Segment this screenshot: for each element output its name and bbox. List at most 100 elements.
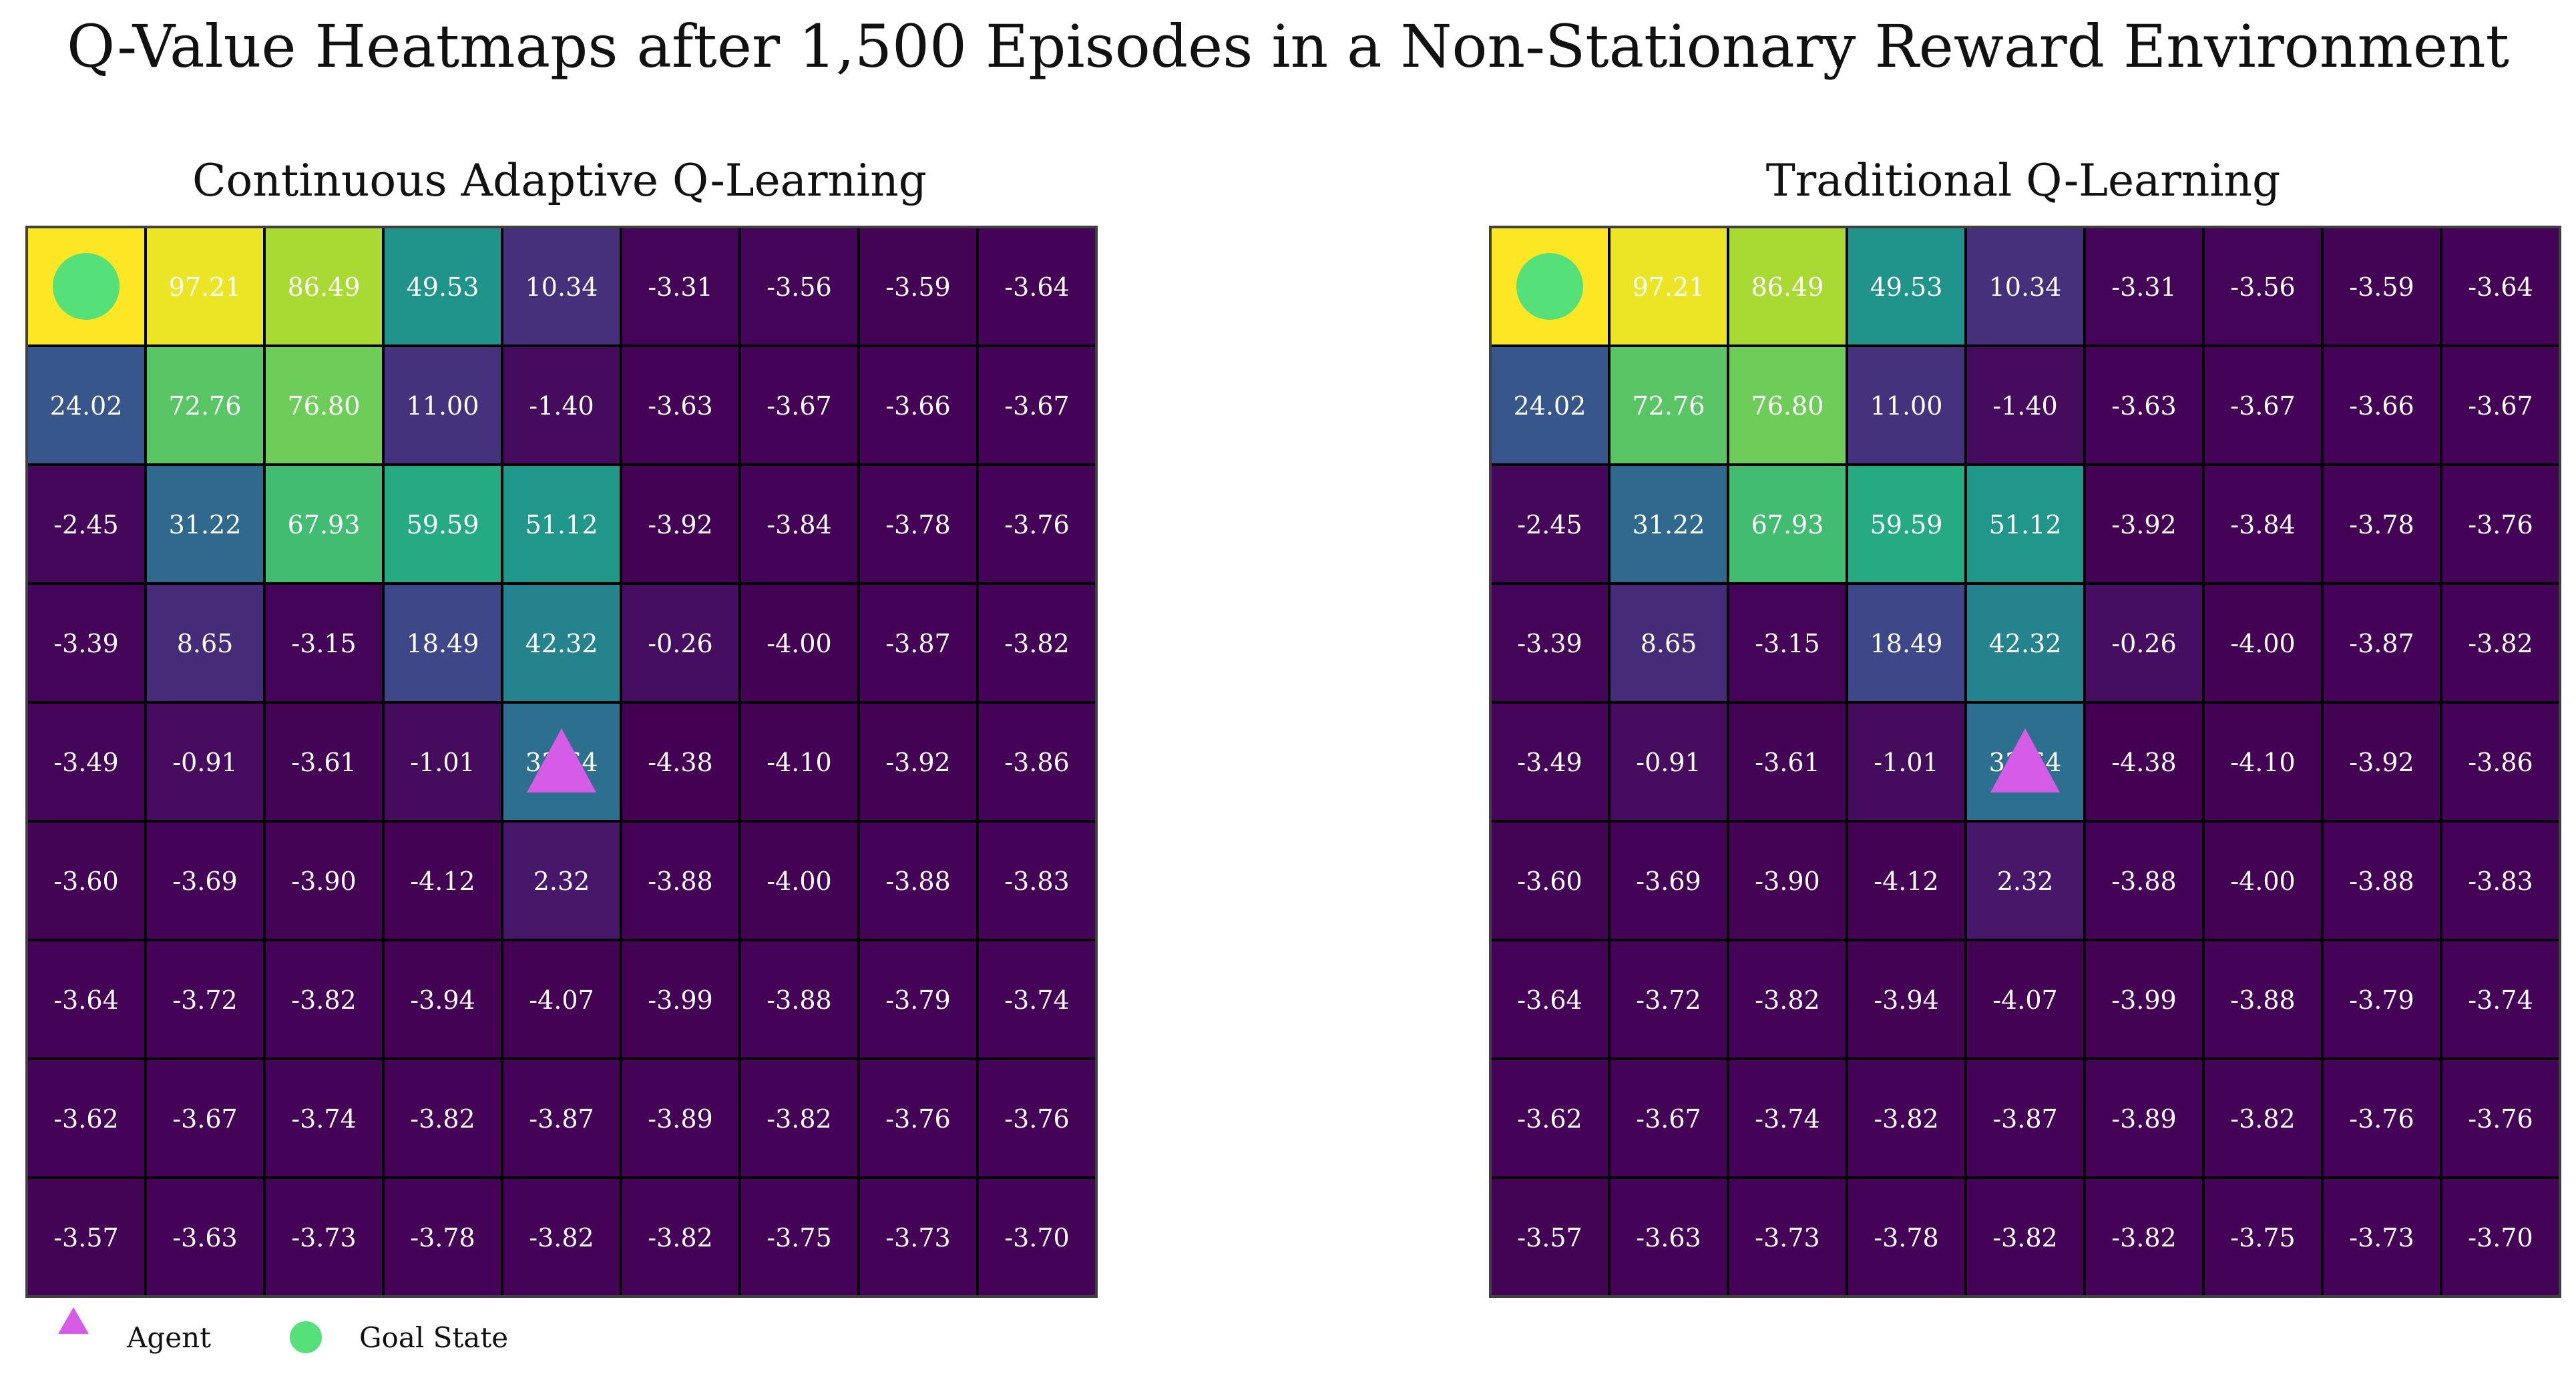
- cell-value-label: 10.34: [1989, 272, 2062, 302]
- heatmap-cell: [382, 582, 503, 704]
- cell-value-label: 59.59: [1870, 510, 1943, 539]
- cell-value-label: -3.75: [2230, 1223, 2295, 1252]
- heatmap-cell: [620, 820, 741, 941]
- cell-value-label: 86.49: [1751, 272, 1824, 302]
- heatmap-cell: [263, 820, 385, 941]
- heatmap-cell: [1727, 701, 1848, 823]
- cell-value-label: -3.88: [2111, 867, 2176, 896]
- cell-value-label: 31.22: [1633, 510, 1705, 539]
- cell-value-label: -4.00: [767, 867, 831, 896]
- heatmap-cell: [620, 939, 741, 1060]
- legend-goal-label: Goal State: [359, 1321, 508, 1354]
- heatmap-cell: [144, 226, 266, 347]
- heatmap-cell: [738, 701, 860, 823]
- cell-value-label: -3.66: [885, 391, 950, 421]
- heatmap-cell: [2440, 701, 2561, 823]
- heatmap-cell: [2202, 463, 2324, 585]
- cell-value-label: 59.59: [407, 510, 479, 539]
- cell-value-label: -3.78: [2349, 510, 2414, 539]
- cell-value-label: -3.67: [172, 1104, 237, 1134]
- cell-value-label: -3.82: [1755, 985, 1819, 1015]
- heatmap-cell: [738, 1176, 860, 1298]
- cell-value-label: -3.63: [648, 391, 712, 421]
- cell-value-label: -0.91: [172, 748, 237, 777]
- heatmap-cell: [857, 344, 979, 466]
- cell-value-label: -3.73: [1755, 1223, 1819, 1252]
- heatmap-cell: [2083, 701, 2205, 823]
- cell-value-label: -3.63: [1636, 1223, 1701, 1252]
- cell-value-label: -3.78: [1874, 1223, 1938, 1252]
- cell-value-label: -3.87: [1992, 1104, 2057, 1134]
- cell-value-label: -3.82: [291, 985, 356, 1015]
- heatmap-cell: [2440, 820, 2561, 941]
- cell-value-label: -3.76: [1004, 1104, 1069, 1134]
- cell-value-label: -3.83: [2468, 867, 2533, 896]
- cell-value-label: -4.12: [1874, 867, 1938, 896]
- cell-value-label: -3.74: [1755, 1104, 1819, 1134]
- cell-value-label: -3.61: [1755, 748, 1819, 777]
- cell-value-label: 2.32: [533, 867, 590, 896]
- cell-value-label: -1.40: [529, 391, 594, 421]
- cell-value-label: -3.57: [53, 1223, 118, 1252]
- heatmap-cell: [382, 463, 503, 585]
- heatmap-cell: [1489, 1058, 1611, 1179]
- heatmap-cell: [2202, 344, 2324, 466]
- cell-value-label: -3.72: [172, 985, 237, 1015]
- cell-value-label: -3.92: [2111, 510, 2176, 539]
- cell-value-label: -4.07: [529, 985, 594, 1015]
- cell-value-label: -3.61: [291, 748, 356, 777]
- cell-value-label: -3.59: [2349, 272, 2414, 302]
- cell-value-label: -2.45: [53, 510, 118, 539]
- cell-value-label: -3.39: [53, 629, 118, 658]
- cell-value-label: -3.64: [1004, 272, 1069, 302]
- heatmap-cell: [501, 939, 622, 1060]
- cell-value-label: 97.21: [1633, 272, 1705, 302]
- heatmap-cell: [1846, 1058, 1967, 1179]
- cell-value-label: -3.67: [2468, 391, 2533, 421]
- heatmap-cell: [2440, 1176, 2561, 1298]
- cell-value-label: 76.80: [288, 391, 361, 421]
- heatmap-cell: [1846, 344, 1967, 466]
- cell-value-label: -4.38: [2111, 748, 2176, 777]
- cell-value-label: -3.89: [648, 1104, 712, 1134]
- heatmap-cell: [1608, 1176, 1729, 1298]
- heatmap-cell: [1846, 820, 1967, 941]
- cell-value-label: -3.70: [1004, 1223, 1069, 1252]
- cell-value-label: -3.76: [885, 1104, 950, 1134]
- cell-value-label: -3.86: [1004, 748, 1069, 777]
- heatmap-cell: [2202, 701, 2324, 823]
- cell-value-label: -3.73: [885, 1223, 950, 1252]
- cell-value-label: -3.88: [767, 985, 831, 1015]
- heatmap-cell: [2440, 344, 2561, 466]
- figure-title: Q-Value Heatmaps after 1,500 Episodes in…: [67, 12, 2509, 81]
- cell-value-label: -3.62: [53, 1104, 118, 1134]
- heatmap-cell: [501, 820, 622, 941]
- cell-value-label: -3.49: [1517, 748, 1582, 777]
- heatmap-cell: [2202, 1058, 2324, 1179]
- cell-value-label: -3.82: [1992, 1223, 2057, 1252]
- heatmap-cell: [857, 939, 979, 1060]
- cell-value-label: -3.73: [291, 1223, 356, 1252]
- legend-agent-label: Agent: [126, 1321, 211, 1354]
- heatmap-cell: [976, 820, 1098, 941]
- heatmap-cell: [976, 939, 1098, 1060]
- heatmap-cell: [1489, 701, 1611, 823]
- heatmap-cell: [976, 1058, 1098, 1179]
- panel-title: Traditional Q-Learning: [1766, 155, 2281, 206]
- cell-value-label: -3.76: [2349, 1104, 2414, 1134]
- cell-value-label: -1.01: [1874, 748, 1938, 777]
- cell-value-label: -3.88: [2230, 985, 2295, 1015]
- cell-value-label: -3.76: [2468, 510, 2533, 539]
- cell-value-label: -3.15: [1755, 629, 1819, 658]
- cell-value-label: -3.82: [648, 1223, 712, 1252]
- heatmap-cell: [976, 463, 1098, 585]
- heatmap-cell: [976, 1176, 1098, 1298]
- cell-value-label: -3.92: [2349, 748, 2414, 777]
- cell-value-label: -2.45: [1517, 510, 1582, 539]
- cell-value-label: -3.94: [410, 985, 475, 1015]
- agent-marker: [1990, 728, 2060, 792]
- cell-value-label: -4.12: [410, 867, 475, 896]
- heatmap-cell: [2083, 344, 2205, 466]
- cell-value-label: -3.63: [172, 1223, 237, 1252]
- cell-value-label: -3.78: [885, 510, 950, 539]
